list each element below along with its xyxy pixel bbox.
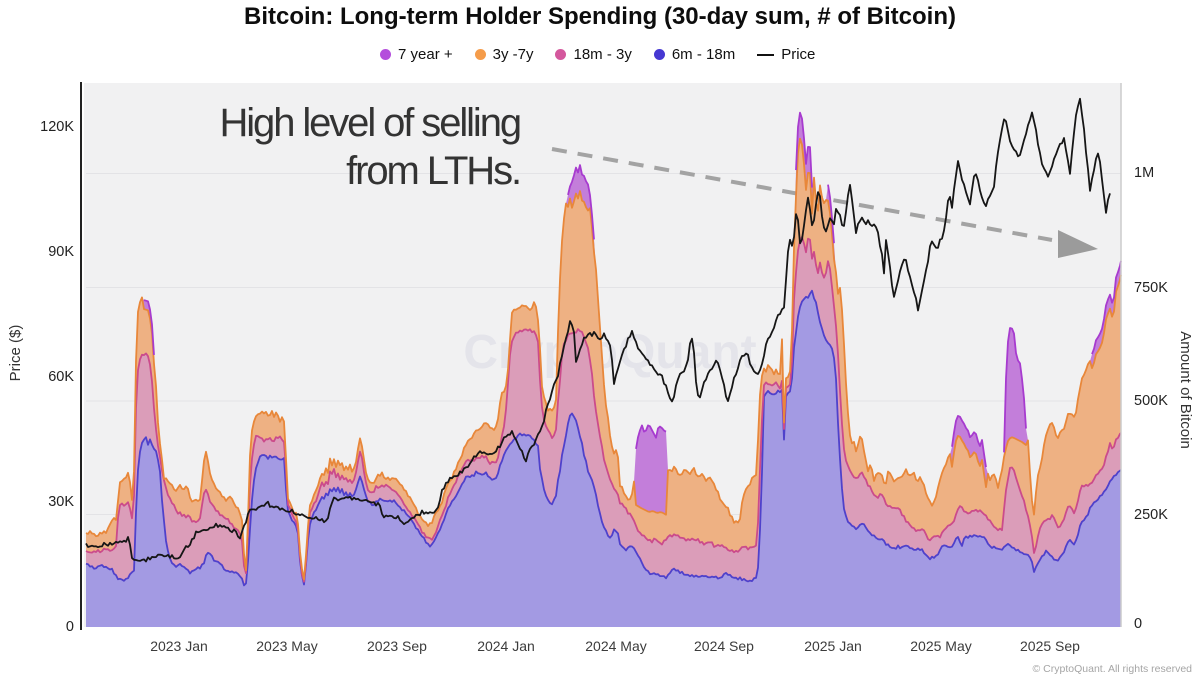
svg-text:2023 Jan: 2023 Jan <box>150 638 208 654</box>
svg-text:2025 Sep: 2025 Sep <box>1020 638 1080 654</box>
svg-text:1M: 1M <box>1134 165 1154 181</box>
svg-text:© CryptoQuant. All rights rese: © CryptoQuant. All rights reserved <box>1033 663 1193 675</box>
svg-text:2023 May: 2023 May <box>256 638 317 654</box>
svg-text:2024 Sep: 2024 Sep <box>694 638 754 654</box>
svg-text:30K: 30K <box>48 494 74 510</box>
svg-text:750K: 750K <box>1134 280 1168 296</box>
svg-text:120K: 120K <box>40 119 74 135</box>
svg-text:90K: 90K <box>48 244 74 260</box>
svg-text:2025 May: 2025 May <box>910 638 971 654</box>
svg-text:0: 0 <box>1134 616 1142 632</box>
svg-text:Price ($): Price ($) <box>7 325 24 382</box>
svg-text:0: 0 <box>66 619 74 635</box>
svg-text:2025 Jan: 2025 Jan <box>804 638 862 654</box>
svg-text:Amount of Bitcoin: Amount of Bitcoin <box>1177 331 1194 449</box>
svg-text:2024 Jan: 2024 Jan <box>477 638 535 654</box>
svg-text:500K: 500K <box>1134 393 1168 409</box>
svg-text:2024 May: 2024 May <box>585 638 646 654</box>
svg-text:2023 Sep: 2023 Sep <box>367 638 427 654</box>
svg-text:250K: 250K <box>1134 507 1168 523</box>
svg-text:60K: 60K <box>48 369 74 385</box>
